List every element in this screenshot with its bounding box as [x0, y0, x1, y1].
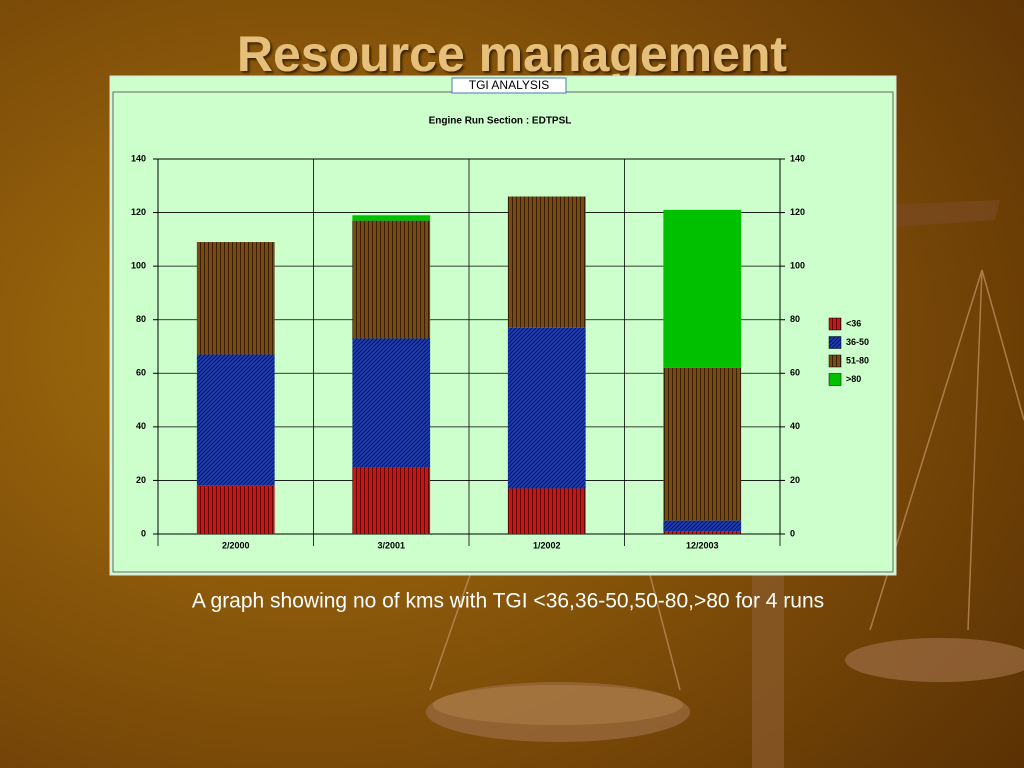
bar-segment: [663, 209, 742, 368]
x-tick-label: 2/2000: [222, 540, 250, 550]
legend-swatch: [828, 336, 842, 349]
x-tick-label: 3/2001: [377, 540, 405, 550]
legend-swatch: [828, 317, 842, 331]
bar-segment: [352, 467, 431, 534]
y2-tick-label: 40: [790, 421, 800, 431]
x-tick-label: 1/2002: [533, 540, 561, 550]
bar-segment: [352, 338, 431, 468]
bar-segment: [196, 242, 275, 355]
legend-label: >80: [846, 374, 861, 384]
y-tick-label: 20: [136, 475, 146, 485]
panel-tab: [451, 77, 567, 94]
y2-tick-label: 80: [790, 314, 800, 324]
bar-segment: [352, 220, 431, 339]
bar-segment: [507, 327, 586, 489]
y2-tick-label: 100: [790, 261, 805, 271]
bar-segment: [663, 531, 742, 534]
y-tick-label: 140: [131, 153, 146, 163]
y-tick-label: 0: [141, 528, 146, 538]
legend-label: <36: [846, 318, 861, 328]
y2-tick-label: 140: [790, 153, 805, 163]
bar-segment: [507, 488, 586, 534]
scale-decoration: [426, 200, 1024, 768]
bar-segment: [663, 367, 742, 521]
legend-label: 36-50: [846, 337, 869, 347]
legend-label: 51-80: [846, 355, 869, 365]
bar-segment: [507, 196, 586, 328]
bar-segment: [196, 354, 275, 486]
y-tick-label: 120: [131, 207, 146, 217]
y-tick-label: 100: [131, 261, 146, 271]
legend-swatch: [828, 373, 842, 386]
x-tick-label: 12/2003: [686, 540, 719, 550]
y-tick-label: 40: [136, 421, 146, 431]
slide-title: Resource management: [237, 26, 788, 82]
chart-title: Engine Run Section : EDTPSL: [429, 116, 572, 127]
y-tick-label: 80: [136, 314, 146, 324]
y2-tick-label: 120: [790, 207, 805, 217]
y2-tick-label: 20: [790, 475, 800, 485]
y2-tick-label: 60: [790, 368, 800, 378]
caption: A graph showing no of kms with TGI <36,3…: [192, 590, 824, 613]
legend-swatch: [828, 354, 842, 368]
bar-segment: [196, 485, 275, 534]
panel-label: TGI ANALYSIS: [469, 78, 549, 92]
y-tick-label: 60: [136, 368, 146, 378]
bar-segment: [663, 520, 742, 532]
bar-segment: [352, 215, 431, 221]
y2-tick-label: 0: [790, 528, 795, 538]
